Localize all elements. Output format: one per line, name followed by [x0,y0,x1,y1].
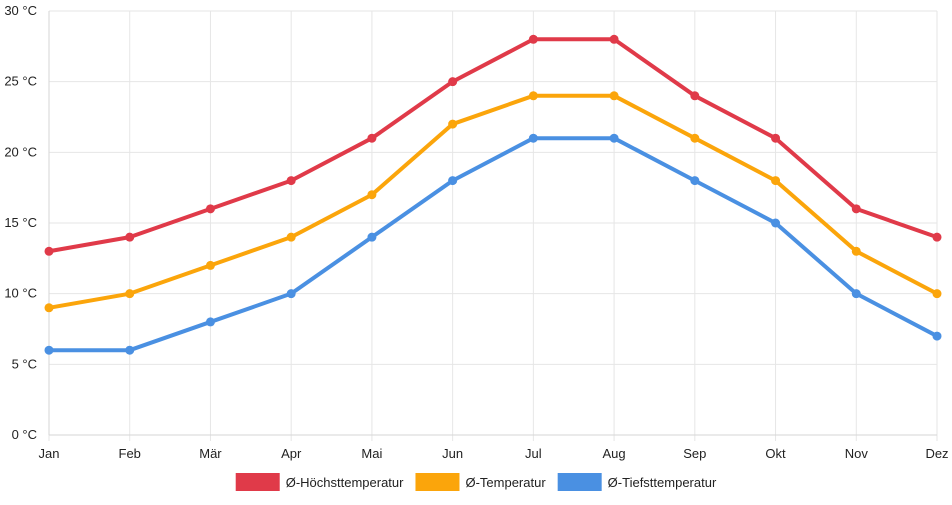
data-point[interactable] [609,34,619,44]
x-tick-label: Nov [845,446,869,461]
data-point[interactable] [448,119,458,129]
y-tick-label: 20 °C [4,144,37,159]
data-point[interactable] [367,232,377,242]
legend-item[interactable]: Ø-Tiefsttemperatur [557,473,717,491]
x-tick-label: Okt [765,446,786,461]
x-axis: Jan Feb Mär Apr Mai Jun Jul Aug Sep Okt Nov Dez [39,434,949,461]
data-point[interactable] [367,133,377,143]
data-point[interactable] [205,260,215,270]
legend-label: Ø-Höchsttemperatur [286,475,404,490]
legend-label: Ø-Tiefsttemperatur [608,475,717,490]
x-tick-label: Mär [199,446,222,461]
data-point[interactable] [609,133,619,143]
legend-item[interactable]: Ø-Höchsttemperatur [235,473,404,491]
data-point[interactable] [932,289,942,299]
series-2 [44,91,942,313]
y-tick-label: 5 °C [12,356,37,371]
x-tick-label: Sep [683,446,706,461]
x-tick-label: Jul [525,446,542,461]
x-tick-label: Jun [442,446,463,461]
data-point[interactable] [125,289,135,299]
legend-swatch [415,473,460,491]
data-point[interactable] [286,289,296,299]
data-point[interactable] [286,232,296,242]
legend-item[interactable]: Ø-Temperatur [415,473,546,491]
data-point[interactable] [528,133,538,143]
data-point[interactable] [125,345,135,355]
data-point[interactable] [771,133,781,143]
x-tick-label: Dez [925,446,948,461]
x-tick-label: Aug [603,446,626,461]
legend: Ø-Höchsttemperatur Ø-Temperatur Ø-Tiefstte… [235,473,717,491]
x-tick-label: Apr [281,446,302,461]
data-point[interactable] [44,345,54,355]
data-point[interactable] [690,176,700,186]
data-point[interactable] [690,133,700,143]
data-point[interactable] [44,246,54,256]
series-line [47,93,939,310]
legend-label: Ø-Temperatur [465,475,546,490]
series-1 [44,34,942,256]
data-point[interactable] [932,232,942,242]
data-point[interactable] [851,204,861,214]
x-tick-label: Mai [361,446,382,461]
legend-swatch [557,473,602,491]
data-point[interactable] [528,34,538,44]
series-line [47,136,939,353]
y-tick-label: 10 °C [4,286,37,301]
data-point[interactable] [528,91,538,101]
data-point[interactable] [205,317,215,327]
series-group [44,34,942,355]
y-tick-label: 0 °C [12,427,37,442]
data-point[interactable] [609,91,619,101]
data-point[interactable] [690,91,700,101]
data-point[interactable] [771,218,781,228]
legend-swatch [235,473,280,491]
data-point[interactable] [771,176,781,186]
data-point[interactable] [851,246,861,256]
data-point[interactable] [448,176,458,186]
data-point[interactable] [125,232,135,242]
y-tick-label: 30 °C [4,3,37,18]
series-3 [44,133,942,355]
data-point[interactable] [932,331,942,341]
x-tick-label: Jan [39,446,60,461]
data-point[interactable] [448,77,458,87]
data-point[interactable] [44,303,54,313]
data-point[interactable] [205,204,215,214]
data-point[interactable] [367,190,377,200]
grid [48,10,938,441]
y-tick-label: 25 °C [4,74,37,89]
series-line [47,37,939,254]
data-point[interactable] [851,289,861,299]
x-tick-label: Feb [119,446,141,461]
y-axis: 0 °C 5 °C 10 °C 15 °C 20 °C 25 °C 30 °C [4,3,50,442]
data-point[interactable] [286,176,296,186]
y-tick-label: 15 °C [4,215,37,230]
